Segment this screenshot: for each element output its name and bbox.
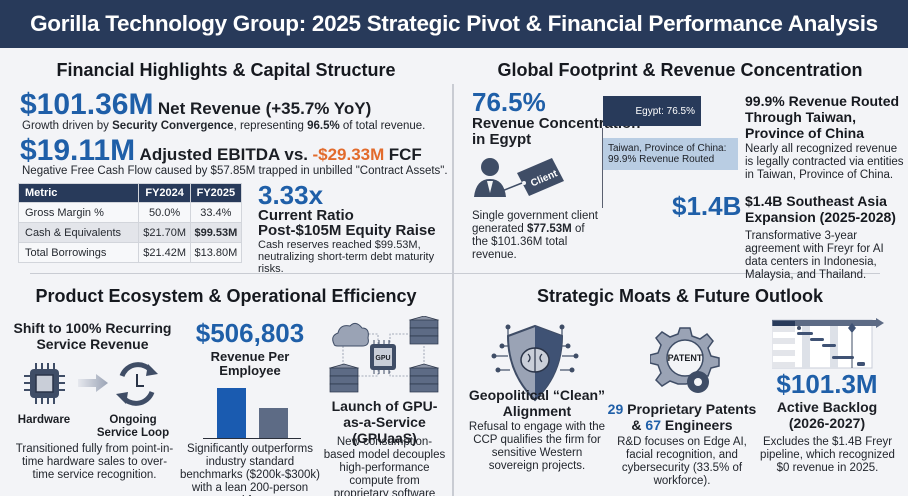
fcf-label: FCF: [388, 145, 422, 164]
table-row: Cash & Equivalents $21.70M $99.53M: [17, 222, 243, 243]
product-ecosystem-section: Product Ecosystem & Operational Efficien…: [0, 276, 452, 496]
patent-gear-icon: PATENT: [650, 327, 720, 393]
global-footprint-section: Global Footprint & Revenue Concentration…: [452, 48, 908, 281]
benchmark-bar: [259, 408, 288, 438]
ebitda-description: Negative Free Cash Flow caused by $57.85…: [22, 165, 448, 177]
egypt-value: 76.5%: [472, 87, 546, 117]
shield-brain-icon: [491, 324, 579, 402]
section-title: Strategic Moats & Future Outlook: [536, 286, 824, 306]
taiwan-title: 99.9% Revenue Routed Through Taiwan, Pro…: [745, 93, 900, 141]
chart-baseline: [203, 437, 301, 439]
geo-description: Refusal to engage with the CCP qualifies…: [468, 421, 606, 472]
sea-description: Transformative 3-year agreement with Fre…: [745, 230, 884, 281]
backlog-label: Active Backlog (2026-2027): [776, 399, 878, 431]
current-ratio-label: Current Ratio: [258, 207, 354, 224]
section-title: Financial Highlights & Capital Structure: [56, 60, 396, 80]
svg-text:GPU: GPU: [375, 355, 390, 362]
financial-highlights-section: Financial Highlights & Capital Structure…: [0, 48, 452, 276]
horizontal-divider: [30, 273, 880, 274]
gpuaas-description: New consumption-based model decouples hi…: [323, 436, 446, 496]
patents-title: 29 Proprietary Patents & 67 Engineers: [607, 401, 757, 433]
ebitda-label: Adjusted EBITDA vs.: [139, 145, 308, 164]
client-icon: Client: [474, 158, 564, 197]
page-header: Gorilla Technology Group: 2025 Strategic…: [0, 0, 908, 48]
current-ratio-value: 3.33x: [258, 180, 324, 210]
current-ratio-description: Cash reserves reached $99.53M, neutraliz…: [258, 239, 435, 275]
shift-description: Transitioned fully from point-in-time ha…: [15, 443, 174, 481]
fcf-value: -$29.33M: [312, 145, 385, 164]
sea-value: $1.4B: [672, 191, 742, 221]
taiwan-block: 99.9% Revenue Routed Through Taiwan, Pro…: [745, 93, 905, 182]
gantt-chart-icon: [772, 318, 884, 369]
service-loop-icon: [116, 362, 158, 406]
sea-block: $1.4B Southeast Asia Expansion (2025-202…: [745, 193, 905, 282]
section-title: Global Footprint & Revenue Concentration: [497, 60, 863, 80]
hardware-chip-icon: [24, 363, 65, 404]
service-loop-label: Ongoing Service Loop: [96, 414, 170, 439]
current-ratio-block: 3.33x Current Ratio Post-$105M Equity Ra…: [258, 182, 448, 275]
taiwan-description: Nearly all recognized revenue is legally…: [745, 143, 904, 181]
ebitda-headline: $19.11M Adjusted EBITDA vs. -$29.33M FCF: [20, 134, 422, 168]
patents-description: R&D focuses on Edge AI, facial recogniti…: [617, 436, 747, 487]
gorilla-bar: [217, 388, 246, 438]
bar-axis: [602, 128, 603, 208]
ebitda-value: $19.11M: [20, 134, 136, 167]
egypt-block: 76.5% Revenue Concentration in Egypt: [472, 88, 642, 148]
revenue-per-employee-value: $506,803: [195, 318, 305, 348]
equity-raise-label: Post-$105M Equity Raise: [258, 222, 436, 239]
gpu-cluster-icon: GPU: [328, 316, 440, 393]
taiwan-bar: Taiwan, Province of China: 99.9% Revenue…: [603, 138, 738, 170]
hardware-label: Hardware: [17, 414, 71, 426]
egypt-label: Revenue Concentration in Egypt: [472, 115, 641, 148]
revenue-description: Growth driven by Security Convergence, r…: [22, 120, 426, 132]
sea-title: $1.4B Southeast Asia Expansion (2025-202…: [745, 193, 896, 225]
table-row: Gross Margin % 50.0% 33.4%: [17, 202, 243, 223]
gpuaas-title: Launch of GPU-as-a-Service (GPUaaS): [331, 398, 438, 446]
geo-title: Geopolitical “Clean” Alignment: [468, 387, 606, 419]
section-title: Product Ecosystem & Operational Efficien…: [35, 286, 417, 306]
revenue-per-employee-label: Revenue Per Employee: [210, 349, 290, 378]
rpe-description: Significantly outperforms industry stand…: [180, 443, 320, 496]
rpe-bar-chart: [203, 388, 301, 439]
metrics-table: Metric FY2024 FY2025 Gross Margin % 50.0…: [17, 183, 243, 263]
egypt-description: Single government client generated $77.5…: [472, 210, 598, 261]
backlog-description: Excludes the $1.4B Freyr pipeline, which…: [760, 436, 895, 474]
table-header-row: Metric FY2024 FY2025: [17, 183, 243, 203]
egypt-bar: Egypt: 76.5%: [603, 96, 701, 126]
shift-title: Shift to 100% Recurring Service Revenue: [13, 320, 172, 352]
revenue-value: $101.36M: [20, 88, 154, 121]
backlog-value: $101.3M: [776, 369, 878, 399]
arrow-right-icon: [78, 374, 108, 392]
revenue-headline: $101.36M Net Revenue (+35.7% YoY): [20, 88, 371, 122]
strategic-moats-section: Strategic Moats & Future Outlook Geopoli…: [452, 276, 908, 496]
revenue-label: Net Revenue (+35.7% YoY): [157, 99, 372, 118]
svg-text:PATENT: PATENT: [668, 353, 703, 363]
table-row: Total Borrowings $21.42M $13.80M: [17, 242, 243, 263]
vertical-divider: [452, 84, 454, 496]
page-title: Gorilla Technology Group: 2025 Strategic…: [30, 11, 878, 36]
